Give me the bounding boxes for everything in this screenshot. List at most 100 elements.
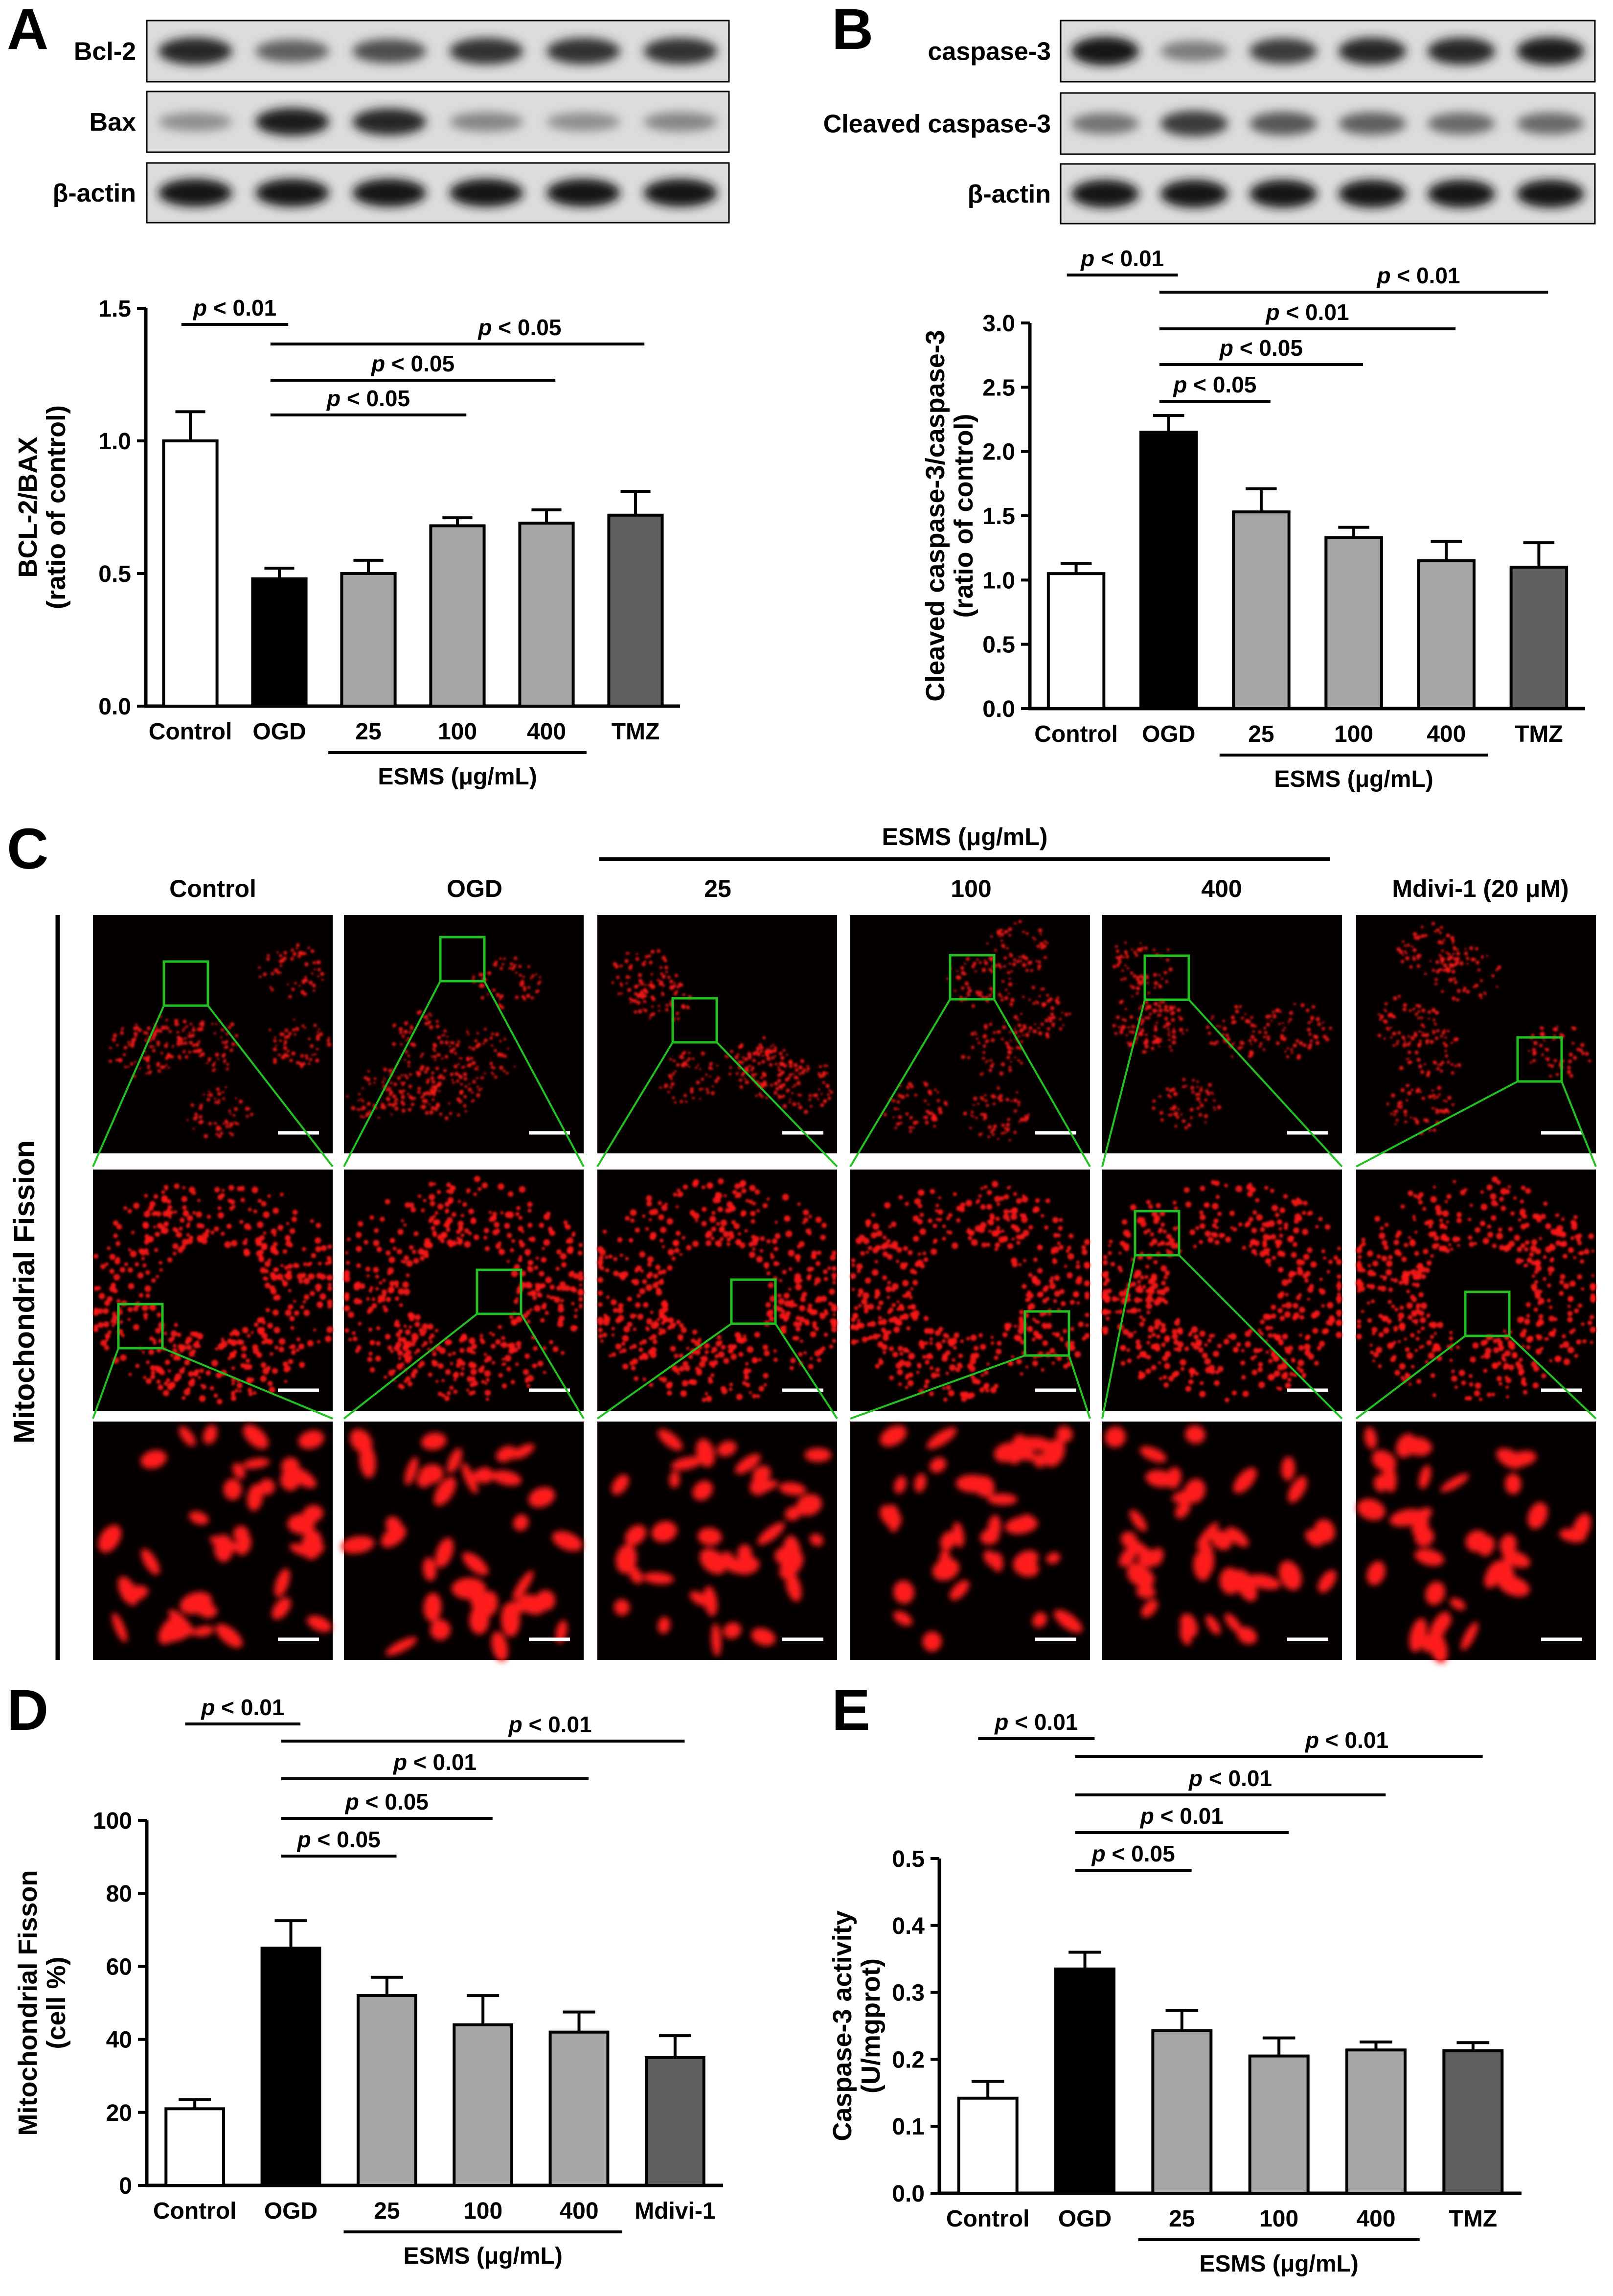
y-tick-label: 0.5 (892, 1846, 925, 1872)
blot-label: β-actin (53, 179, 136, 207)
zoom-connector (1101, 1255, 1136, 1419)
zoom-connector (1508, 1335, 1597, 1420)
zoom-box (730, 1278, 777, 1325)
significance-label: p < 0.01 (1376, 263, 1460, 288)
y-tick-label: 0.0 (982, 696, 1015, 722)
zoom-box (671, 997, 718, 1044)
bar-100 (1248, 2054, 1310, 2195)
x-tick-label: 400 (559, 2198, 598, 2224)
bar-chart-a: 0.0 0.5 1.0 1.5 BCL-2/BAX(ratio of control) C… (13, 295, 680, 790)
blot-band (158, 179, 232, 207)
blot-band (352, 108, 427, 136)
y-tick-label: 0.0 (98, 694, 131, 720)
micrograph-tile (344, 915, 584, 1153)
x-tick-label: TMZ (1449, 2206, 1498, 2232)
y-tick-label: 1.0 (982, 568, 1015, 594)
blot-band (449, 38, 523, 65)
x-tick-label: 25 (1169, 2206, 1195, 2232)
x-tick-label: TMZ (612, 719, 660, 745)
blot-band (255, 179, 329, 207)
blot-band (1249, 180, 1318, 208)
y-tick-label: 60 (106, 1954, 132, 1980)
zoom-connector (1561, 1081, 1597, 1167)
bar-100 (429, 524, 486, 708)
panel-letter-d: D (7, 1678, 48, 1743)
zoom-connector (92, 1005, 165, 1167)
esms-group-label: ESMS (μg/mL) (882, 823, 1048, 850)
group-label: ESMS (μg/mL) (1199, 2251, 1358, 2277)
bar-control (957, 2096, 1019, 2195)
blot-band (1338, 180, 1407, 208)
significance-label: p < 0.01 (200, 1695, 284, 1720)
y-axis-label: Cleaved caspase-3/caspase-3 (921, 330, 950, 702)
bar-tmz (1509, 566, 1568, 710)
blot-strip (146, 162, 730, 224)
significance-label: p < 0.05 (477, 315, 561, 340)
x-tick-label: OGD (1058, 2206, 1112, 2232)
mitochondria-signal (98, 1424, 332, 1648)
bar-25 (1232, 510, 1291, 710)
significance-label: p < 0.01 (1080, 246, 1164, 271)
significance-label: p < 0.01 (1188, 1766, 1272, 1791)
mitochondria-signal (1105, 1425, 1337, 1646)
significance-label: p < 0.05 (370, 351, 454, 376)
blot-band (546, 112, 620, 132)
significance-label: p < 0.05 (1219, 335, 1303, 361)
zoom-box (1464, 1290, 1511, 1337)
zoom-box (1023, 1310, 1070, 1357)
zoom-box (949, 954, 996, 1001)
zoom-connector (207, 1005, 334, 1168)
column-label-25: 25 (704, 875, 731, 902)
zoom-box (1516, 1036, 1563, 1083)
blot-band (546, 38, 620, 65)
mitochondria-signal (611, 949, 833, 1114)
bar-400 (1345, 2048, 1407, 2195)
significance-label: p < 0.01 (192, 295, 276, 321)
blot-band (449, 179, 523, 207)
x-tick-label: Control (946, 2206, 1030, 2232)
bar-control (162, 439, 219, 708)
y-tick-label: 0.5 (98, 561, 131, 587)
x-tick-label: 25 (355, 719, 381, 745)
mitochondria-signal (883, 919, 1071, 1142)
y-tick-label: 0.0 (892, 2181, 925, 2207)
panel-letter-c: C (7, 817, 48, 881)
blot-band (1516, 37, 1585, 65)
y-axis-label: (ratio of control) (949, 414, 978, 618)
bar-chart-b: 0.0 0.5 1.0 1.5 2.0 2.5 3.0 Cleaved caspase-3/c… (921, 246, 1585, 792)
zoom-connector (343, 981, 441, 1167)
blot-strip (146, 91, 730, 153)
bar-100 (1324, 536, 1383, 710)
significance-label: p < 0.01 (392, 1749, 477, 1775)
blot-strip (1060, 20, 1596, 83)
blot-band (1160, 41, 1228, 62)
x-tick-label: 400 (1356, 2206, 1395, 2232)
bar-chart-d: 0 20 40 60 80 100 Mitochondrial Fisson(cell %)… (13, 1695, 723, 2269)
y-tick-label: 1.5 (982, 504, 1015, 529)
micrograph-tile (344, 1422, 584, 1660)
zoom-connector (1355, 1335, 1466, 1420)
x-tick-label: OGD (1142, 721, 1195, 747)
x-tick-label: 100 (1334, 721, 1373, 747)
column-label-400: 400 (1201, 875, 1242, 902)
bar-control (1046, 572, 1106, 710)
y-tick-label: 40 (106, 2027, 132, 2053)
x-tick-label: 25 (1248, 721, 1274, 747)
western-blot-b: caspase-3 Cleaved caspase-3 β-actin (823, 20, 1596, 225)
blot-band (1338, 37, 1407, 65)
mitochondria-signal (109, 943, 332, 1139)
bar-400 (518, 522, 575, 708)
zoom-connectors (92, 981, 1597, 1420)
micrograph-tile (1356, 915, 1596, 1153)
blot-strip (146, 20, 730, 83)
y-tick-label: 100 (93, 1808, 132, 1834)
y-axis-label: Mitochondrial Fisson (13, 1870, 43, 2135)
bar-ogd (1139, 431, 1198, 710)
mitochondria-signal (343, 1175, 584, 1401)
bar-400 (548, 2030, 610, 2187)
bar-ogd (1054, 1967, 1115, 2195)
y-axis-label: (U/mgprot) (856, 1958, 886, 2093)
blot-label: Bcl-2 (74, 38, 136, 66)
mitochondria-signal (1112, 941, 1332, 1130)
blot-band (1427, 37, 1496, 65)
